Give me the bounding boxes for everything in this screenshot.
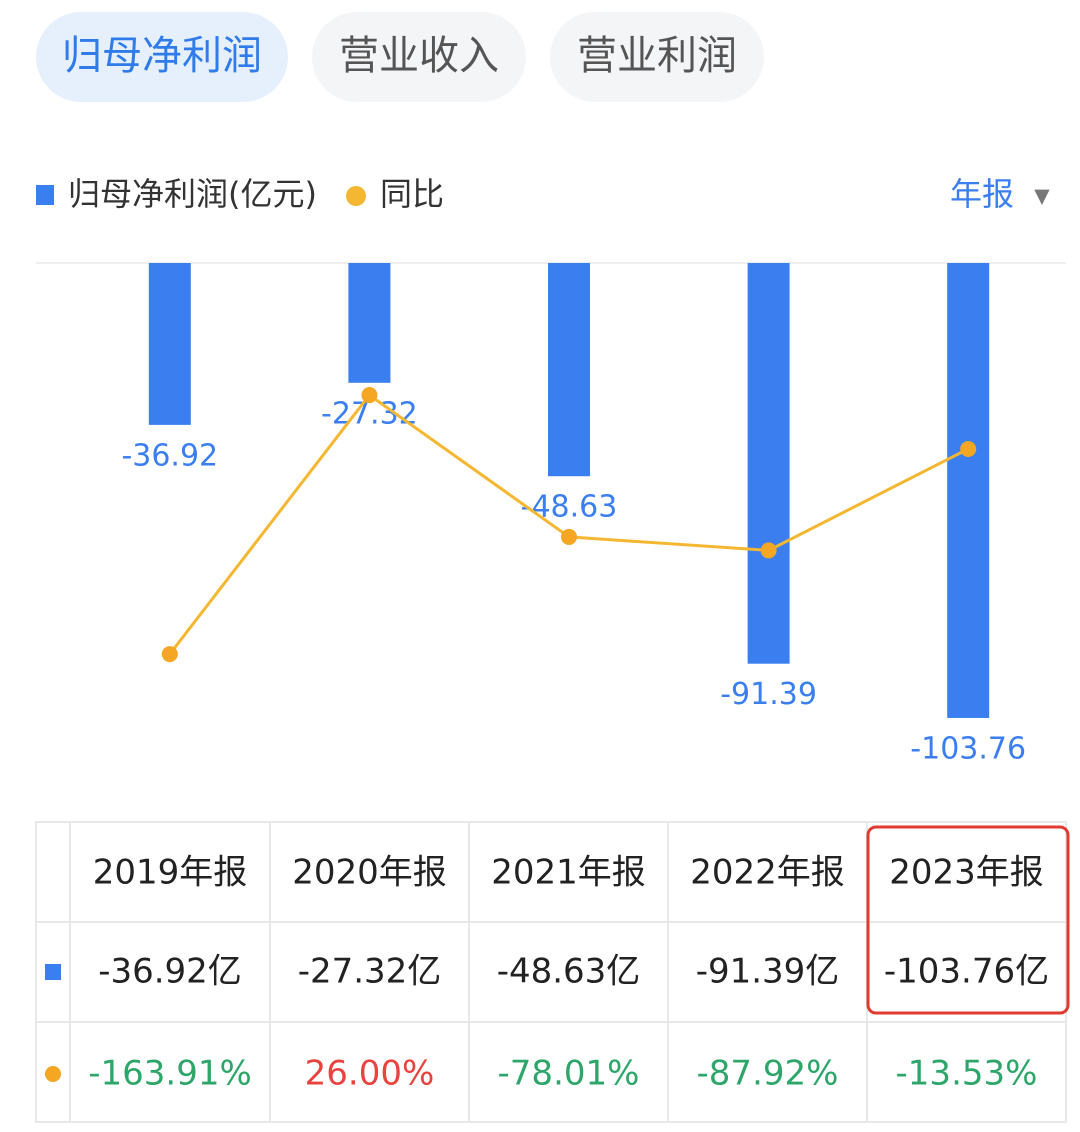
data-label: -36.92 [121, 438, 218, 473]
bar [548, 263, 590, 477]
tab-bg[interactable] [312, 12, 526, 102]
bar [947, 263, 990, 718]
point [960, 440, 977, 457]
tab[interactable]: 归母净利润 [62, 33, 262, 79]
bar [148, 263, 191, 425]
table-border [35, 821, 1067, 1123]
table-cell: -13.53% [896, 1054, 1038, 1094]
table-cell: 26.00% [305, 1054, 435, 1094]
point [361, 387, 378, 404]
legend-swatch [346, 186, 366, 206]
bar [348, 263, 391, 383]
table-cell: -78.01% [498, 1054, 640, 1094]
data-label: -91.39 [720, 677, 817, 712]
dropdown-arrow[interactable]: ▼ [1034, 184, 1050, 208]
table-header: 2022年报 [690, 853, 845, 893]
tab[interactable]: 营业收入 [339, 33, 499, 79]
point [760, 542, 777, 559]
tab[interactable]: 营业利润 [577, 33, 737, 79]
highlight-box [866, 825, 1070, 1015]
period-selector[interactable]: 年报 [950, 175, 1014, 213]
data-label: -103.76 [910, 731, 1026, 766]
bar [747, 263, 790, 664]
table-cell: -36.92亿 [98, 952, 242, 992]
point [561, 528, 577, 545]
table-header: 2020年报 [292, 853, 447, 893]
table-header: 2019年报 [93, 853, 248, 893]
tab-active-bg[interactable] [36, 12, 288, 102]
row-icon [45, 1066, 61, 1082]
table-cell: -91.39亿 [696, 952, 840, 992]
table-cell: -163.91% [88, 1054, 252, 1094]
table-cell: -87.92% [697, 1054, 839, 1094]
table-header: 2023年报 [889, 853, 1044, 893]
table-cell: -48.63亿 [497, 952, 641, 992]
table-cell: -27.32亿 [298, 952, 442, 992]
legend-label: 归母净利润(亿元) [68, 175, 317, 213]
table-header: 2021年报 [491, 853, 646, 893]
row-icon [45, 964, 61, 980]
table-cell: -103.76亿 [884, 952, 1049, 992]
point [161, 646, 178, 663]
legend-swatch [36, 185, 54, 205]
data-label: -48.63 [521, 490, 618, 525]
legend-label: 同比 [380, 175, 444, 213]
tab-bg[interactable] [550, 12, 764, 102]
